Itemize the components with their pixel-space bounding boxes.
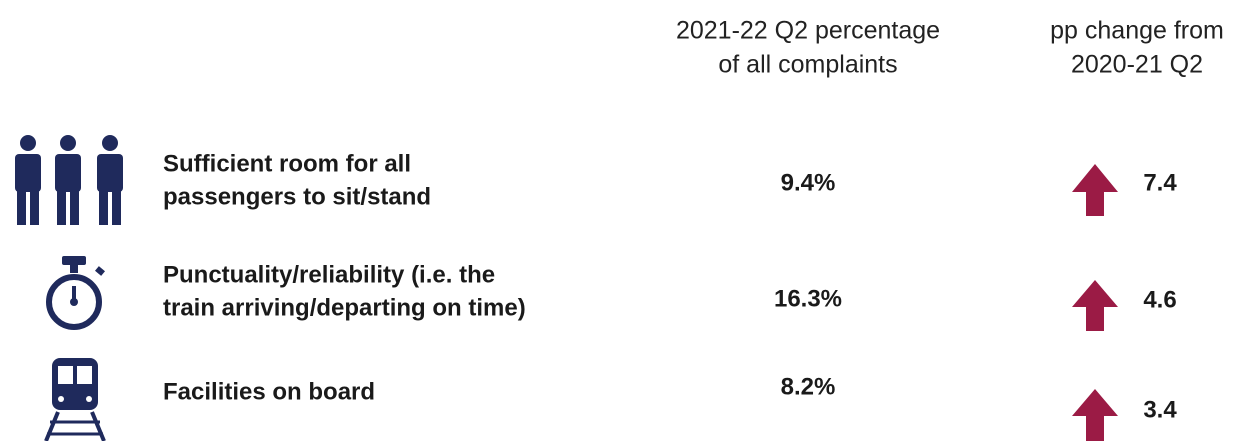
up-arrow xyxy=(1072,280,1118,331)
row-label: Punctuality/reliability (i.e. the xyxy=(163,261,495,288)
change: 4.6 xyxy=(1143,286,1176,313)
train-icon xyxy=(44,358,106,441)
change: 3.4 xyxy=(1143,396,1177,423)
people-icon xyxy=(15,135,123,225)
stopwatch-icon xyxy=(46,256,105,330)
row-label: passengers to sit/stand xyxy=(163,183,431,210)
header-line: of all complaints xyxy=(718,51,897,79)
header-line: 2020-21 Q2 xyxy=(1071,51,1203,79)
header-line: pp change from xyxy=(1050,17,1224,45)
percentage: 9.4% xyxy=(781,169,836,196)
up-arrow xyxy=(1072,389,1118,441)
percentage: 16.3% xyxy=(774,285,842,312)
up-arrow xyxy=(1072,164,1118,216)
change: 7.4 xyxy=(1143,169,1177,196)
percentage: 8.2% xyxy=(781,373,836,400)
row-label: Facilities on board xyxy=(163,378,375,405)
row-label: train arriving/departing on time) xyxy=(163,294,526,321)
row-label: Sufficient room for all xyxy=(163,150,411,177)
header-line: 2021-22 Q2 percentage xyxy=(676,17,940,45)
